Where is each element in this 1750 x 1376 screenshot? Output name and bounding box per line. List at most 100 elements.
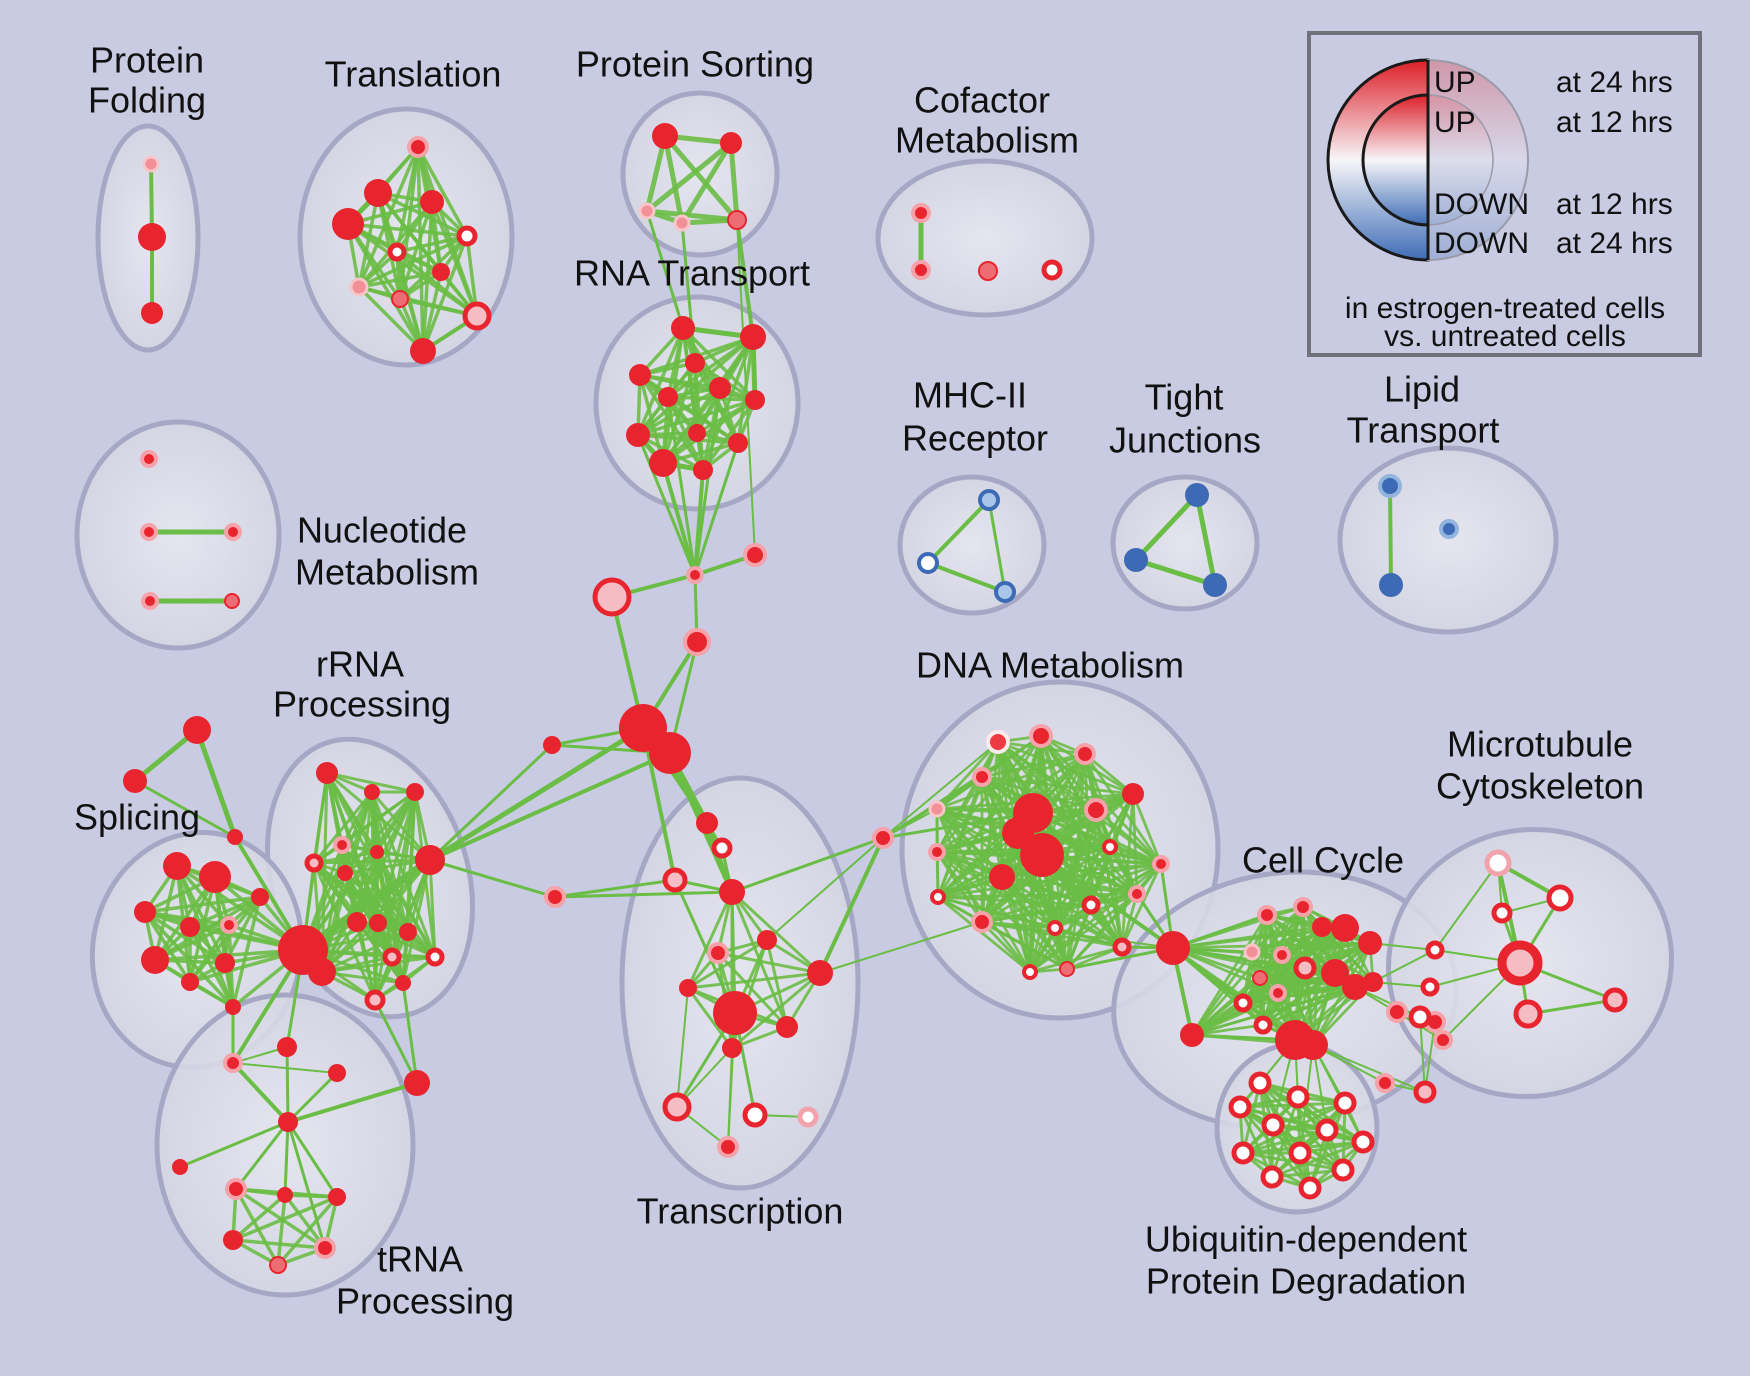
network-edge xyxy=(661,461,697,577)
gene-node xyxy=(1293,897,1313,917)
gene-node xyxy=(972,767,992,787)
gene-node xyxy=(1231,1141,1255,1165)
network-edge xyxy=(1312,1044,1364,1143)
network-edge xyxy=(662,133,740,223)
gene-node xyxy=(544,886,566,908)
gene-node xyxy=(304,853,324,873)
gene-node xyxy=(592,577,632,617)
network-edge xyxy=(343,790,417,875)
gene-node xyxy=(652,123,678,149)
network-edge xyxy=(194,727,238,840)
network-edge xyxy=(553,878,677,899)
network-edge xyxy=(286,1120,327,1250)
gene-node xyxy=(727,210,747,230)
network-edge xyxy=(766,837,884,941)
network-edge xyxy=(188,895,262,984)
network-edge xyxy=(645,209,685,330)
gene-node xyxy=(251,888,269,906)
network-edge xyxy=(231,895,262,1009)
gene-node xyxy=(978,489,1000,511)
gene-node xyxy=(776,1016,798,1038)
network-edge xyxy=(680,221,697,365)
network-edge xyxy=(716,951,789,1029)
gene-node xyxy=(807,960,833,986)
gene-node xyxy=(742,1102,768,1128)
gene-node xyxy=(277,1187,293,1203)
gene-node xyxy=(337,865,353,881)
network-edge xyxy=(276,1195,339,1267)
network-edge xyxy=(355,920,377,1002)
network-edge xyxy=(926,498,991,565)
gene-node xyxy=(364,784,380,800)
network-edge xyxy=(1311,941,1372,1047)
gene-node xyxy=(223,1053,243,1073)
gene-node xyxy=(225,1178,247,1200)
gene-node xyxy=(1433,1030,1453,1050)
network-edge xyxy=(1261,925,1324,1027)
network-edge xyxy=(882,735,1042,839)
network-edge xyxy=(679,140,734,226)
network-edge xyxy=(936,845,1112,899)
network-edge xyxy=(935,850,1124,949)
legend-updown-circle xyxy=(1427,94,1494,226)
gene-node xyxy=(141,592,159,610)
network-edge xyxy=(819,921,983,974)
network-edge xyxy=(395,234,469,254)
network-edge xyxy=(357,234,469,289)
cluster-label-cofactor-metabolism: Metabolism xyxy=(895,120,1079,161)
gene-node xyxy=(1351,1130,1375,1154)
gene-node xyxy=(1029,724,1053,748)
network-edge xyxy=(283,1120,290,1197)
network-edge xyxy=(416,145,469,238)
gene-node xyxy=(225,999,241,1015)
network-edge xyxy=(980,775,1163,866)
gene-node xyxy=(743,543,767,567)
network-edge xyxy=(1312,1044,1426,1093)
network-edge xyxy=(357,270,443,289)
gene-node xyxy=(1315,1118,1339,1142)
network-edge xyxy=(935,807,1124,949)
gene-node xyxy=(269,1256,287,1274)
gene-node xyxy=(1358,931,1382,955)
network-edge xyxy=(936,831,1020,899)
cluster-label-microtubule-cytoskeleton: Cytoskeleton xyxy=(1436,766,1644,807)
network-edge xyxy=(153,864,179,962)
network-edge xyxy=(223,895,262,965)
network-edge xyxy=(1065,903,1093,971)
gene-node xyxy=(399,923,417,941)
network-edge xyxy=(1065,945,1124,971)
legend-time-label: at 24 hrs xyxy=(1556,227,1673,260)
gene-node xyxy=(928,800,946,818)
gene-node xyxy=(220,916,238,934)
gene-node xyxy=(456,225,478,247)
network-edge xyxy=(641,726,677,882)
network-edge xyxy=(1261,971,1337,1027)
network-edge xyxy=(355,920,437,959)
network-edge xyxy=(1120,792,1135,949)
legend-caption: vs. untreated cells xyxy=(1384,320,1626,353)
gene-node xyxy=(391,290,409,308)
gene-node xyxy=(638,202,656,220)
gene-node xyxy=(649,732,691,774)
cluster-label-mhc-ii-receptor: MHC-II xyxy=(913,375,1027,416)
gene-node xyxy=(1273,946,1291,964)
gene-node xyxy=(181,973,199,991)
network-edge xyxy=(428,858,437,959)
network-edge xyxy=(234,1120,290,1191)
network-edge xyxy=(373,998,419,1085)
gene-node xyxy=(432,263,450,281)
network-edge xyxy=(428,858,557,899)
gene-node xyxy=(370,845,384,859)
gene-node xyxy=(180,917,200,937)
network-edge xyxy=(1424,1021,1436,1093)
gene-node xyxy=(649,449,677,477)
network-edge xyxy=(299,856,434,954)
gene-node xyxy=(1491,902,1513,924)
gene-node xyxy=(1248,1071,1272,1095)
gene-node xyxy=(1074,743,1096,765)
cluster-label-dna-metabolism: DNA Metabolism xyxy=(916,645,1184,686)
network-edge xyxy=(1241,1128,1329,1155)
gene-node xyxy=(1378,474,1402,498)
gene-node xyxy=(994,581,1016,603)
gene-node xyxy=(199,861,231,893)
